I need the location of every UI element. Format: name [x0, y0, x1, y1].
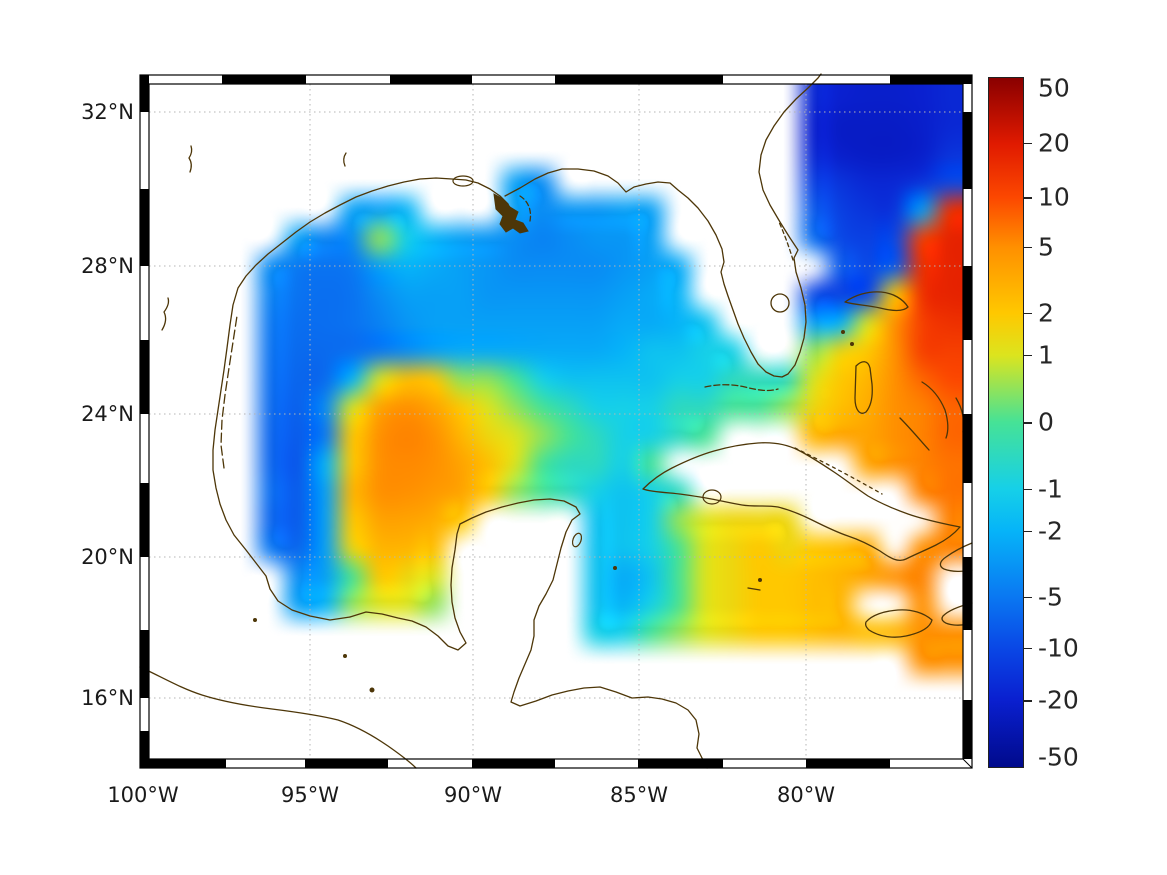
colorbar-tick-label: 0 [1038, 407, 1054, 437]
colorbar [988, 77, 1024, 768]
y-tick-label: 24°N [81, 402, 134, 426]
x-tick-label: 80°W [777, 783, 835, 807]
x-tick-label: 100°W [107, 783, 179, 807]
colorbar-tick-label: -20 [1038, 685, 1079, 715]
x-tick-label: 85°W [610, 783, 668, 807]
x-tick-label: 95°W [281, 783, 339, 807]
colorbar-tick-mark [1024, 197, 1032, 199]
colorbar-tick-label: 10 [1038, 182, 1070, 212]
colorbar-tick-mark [1024, 647, 1032, 650]
colorbar-tick-mark [1024, 530, 1032, 533]
colorbar-tick-label: -5 [1038, 582, 1063, 612]
colorbar-tick-label: 5 [1038, 232, 1054, 262]
colorbar-tick-mark [1024, 700, 1032, 702]
colorbar-tick-label: -10 [1038, 633, 1079, 663]
y-tick-label: 32°N [81, 100, 134, 124]
colorbar-tick-label: 20 [1038, 128, 1070, 158]
colorbar-tick-mark [1024, 596, 1032, 599]
colorbar-tick-mark [1024, 142, 1032, 145]
heatmap-canvas [149, 84, 963, 759]
colorbar-tick-label: -50 [1038, 742, 1079, 772]
colorbar-tick-mark [1024, 312, 1032, 315]
colorbar-tick-mark [1024, 488, 1032, 491]
y-tick-label: 28°N [81, 254, 134, 278]
x-tick-label: 90°W [444, 783, 502, 807]
colorbar-tick-label: 2 [1038, 298, 1054, 328]
y-tick-label: 16°N [81, 686, 134, 710]
y-tick-label: 20°N [81, 545, 134, 569]
colorbar-tick-mark [1024, 422, 1032, 424]
colorbar-tick-label: 1 [1038, 340, 1054, 370]
colorbar-tick-label: 50 [1038, 73, 1070, 103]
colorbar-tick-mark [1024, 354, 1032, 357]
colorbar-tick-label: -1 [1038, 474, 1063, 504]
colorbar-tick-mark [1024, 246, 1032, 249]
colorbar-tick-label: -2 [1038, 516, 1063, 546]
